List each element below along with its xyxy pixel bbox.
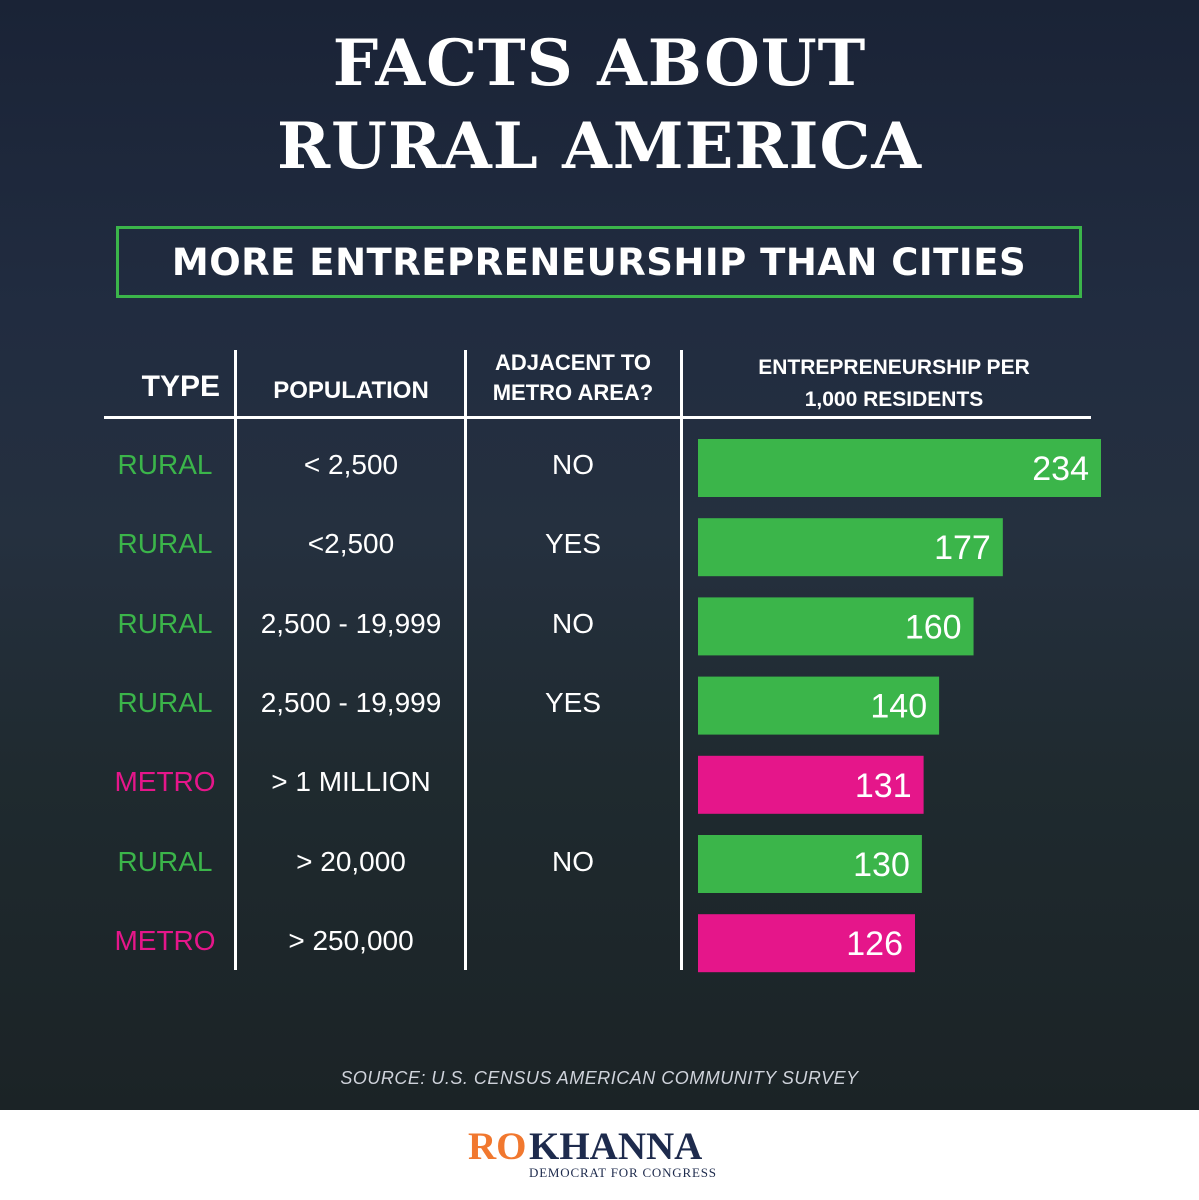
bar-6 [698,835,922,893]
bar-3-value-label: 160 [905,608,962,646]
header-value-line-1: ENTREPRENEURSHIP PER [758,356,1030,379]
bar-2 [698,518,1003,577]
row-2-type: RURAL [117,528,213,559]
header-divider [104,416,1091,419]
column-divider-2 [464,350,467,970]
title-line-1: FACTS ABOUT [332,26,867,101]
row-6-type: RURAL [117,846,213,877]
row-3-population: 2,500 - 19,999 [260,608,442,639]
footer-bar [0,1110,1199,1200]
header-value-line-2: 1,000 RESIDENTS [804,388,984,411]
bar-3 [698,597,974,656]
bar-1 [698,439,1101,497]
row-1-population: < 2,500 [303,449,399,480]
bar-1-value-label: 234 [1032,450,1089,488]
row-3-adjacent: NO [552,608,594,639]
header-type: TYPE [141,370,220,403]
bar-4 [698,676,940,735]
header-adjacent-line-2: METRO AREA? [492,380,654,405]
row-2-adjacent: YES [544,528,602,559]
logo-ro: RO [468,1125,527,1168]
row-2-population: <2,500 [307,528,395,559]
header-population: POPULATION [273,377,429,404]
bar-7-value-label: 126 [846,925,903,963]
logo-khanna: KHANNA [529,1125,703,1168]
row-7-type: METRO [114,925,216,956]
row-4-population: 2,500 - 19,999 [260,687,442,718]
row-4-adjacent: YES [544,687,602,718]
row-5-type: METRO [114,766,216,797]
bar-5-value-label: 131 [855,767,912,805]
row-4-type: RURAL [117,687,213,718]
title-line-2: RURAL AMERICA [276,109,923,184]
row-7-population: > 250,000 [288,925,414,956]
bar-6-value-label: 130 [853,846,910,884]
bar-4-value-label: 140 [870,688,927,726]
row-6-population: > 20,000 [296,846,406,877]
row-1-type: RURAL [117,449,213,480]
entrepreneurship-bar-chart: 234 177 160 140 131 130 126 [698,439,1101,973]
row-1-adjacent: NO [552,449,594,480]
subtitle-box: MORE ENTREPRENEURSHIP THAN CITIES [116,226,1082,298]
row-3-type: RURAL [117,608,213,639]
column-divider-3 [680,350,683,970]
column-divider-1 [234,350,237,970]
row-6-adjacent: NO [552,846,594,877]
logo-tagline: DEMOCRAT FOR CONGRESS [529,1165,717,1180]
ro-khanna-logo: RO KHANNA DEMOCRAT FOR CONGRESS [468,1127,732,1183]
bar-2-value-label: 177 [934,529,991,567]
row-5-population: > 1 MILLION [271,766,431,797]
subtitle: MORE ENTREPRENEURSHIP THAN CITIES [171,240,1027,284]
source-note: SOURCE: U.S. CENSUS AMERICAN COMMUNITY S… [340,1068,859,1088]
bar-7 [698,914,915,973]
header-adjacent-line-1: ADJACENT TO [494,350,652,375]
bar-5 [698,755,924,814]
